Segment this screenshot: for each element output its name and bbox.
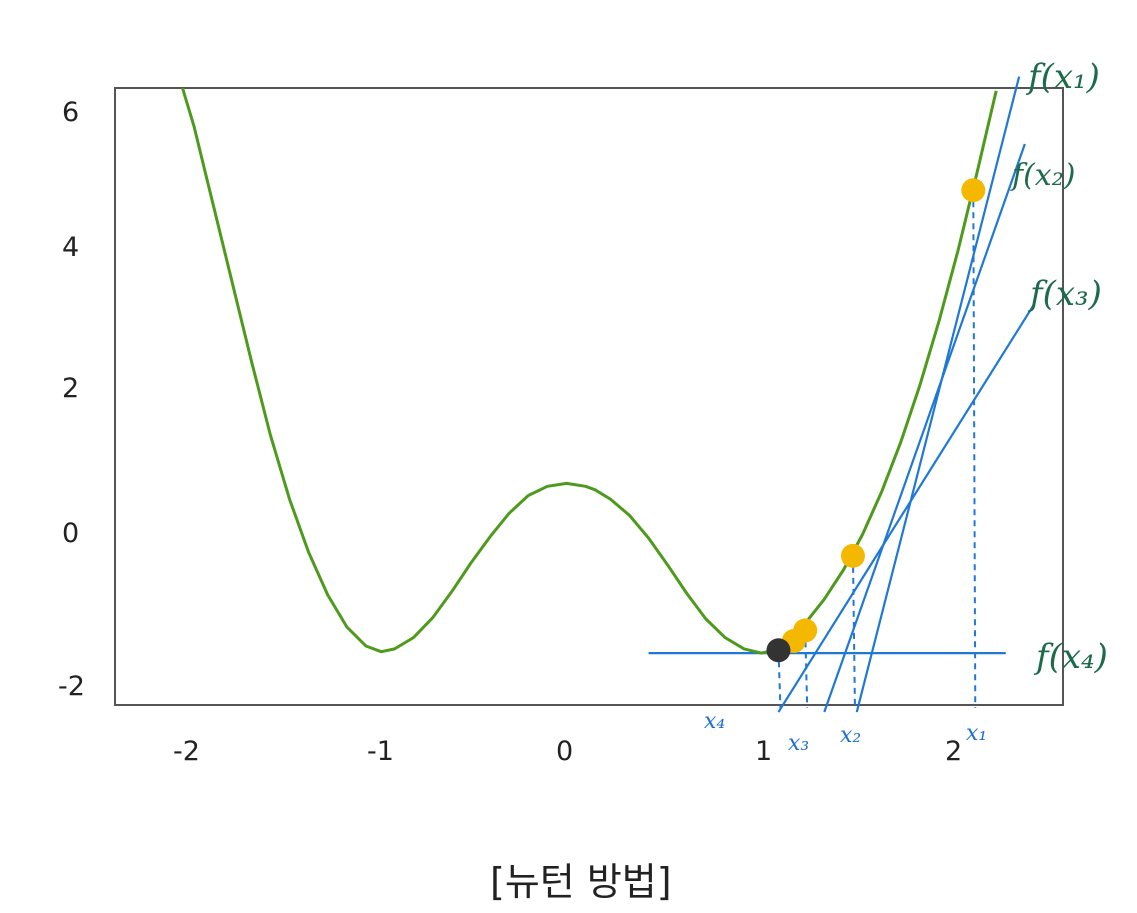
x-tick-labels: -2 -1 0 1 2 [173, 736, 962, 767]
tangent-line [823, 143, 1026, 713]
y-tick-label: 6 [62, 97, 79, 128]
y-tick-labels: 6 4 2 0 -2 [58, 97, 85, 702]
iterate-points [766, 178, 986, 663]
x-tick-label: 2 [945, 736, 962, 767]
iterate-point [840, 543, 865, 568]
tangent-line [855, 76, 1021, 713]
projection-dash [777, 650, 782, 709]
annotation-x4: x₄ [704, 709, 725, 734]
x-tick-label: -1 [367, 736, 394, 767]
annotation-f-x3: f(x₃) [1027, 274, 1102, 314]
iterate-point [961, 178, 986, 203]
annotation-f-x4: f(x₄) [1033, 637, 1108, 677]
x-tick-label: -2 [173, 736, 200, 767]
plot-frame [114, 87, 1064, 706]
x-tick-label: 0 [556, 736, 573, 767]
figure-caption: [뉴턴 방법] [490, 860, 672, 904]
y-tick-label: 0 [62, 518, 79, 549]
iterate-annotations: x₄ x₃ x₂ x₁ [704, 709, 987, 756]
tangent-annotations: f(x₁) f(x₂) f(x₃) f(x₄) [1010, 57, 1108, 677]
projection-dash [972, 190, 977, 709]
annotation-x2: x₂ [840, 723, 861, 748]
annotation-f-x2: f(x₂) [1010, 158, 1075, 193]
tangent-lines [648, 76, 1036, 713]
annotation-x1: x₁ [966, 721, 987, 746]
iterate-point [766, 638, 791, 663]
annotation-x3: x₃ [788, 731, 809, 756]
tangent-line [777, 303, 1036, 713]
annotation-f-x1: f(x₁) [1025, 57, 1100, 97]
y-tick-label: 2 [62, 373, 79, 404]
y-tick-label: -2 [58, 671, 85, 702]
projection-dash [851, 555, 856, 709]
x-tick-label: 1 [755, 736, 772, 767]
y-tick-label: 4 [62, 232, 79, 263]
